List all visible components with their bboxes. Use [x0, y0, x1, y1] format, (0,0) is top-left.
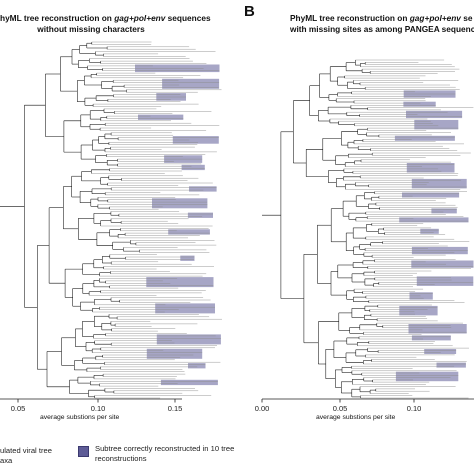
subtree-highlight — [180, 255, 195, 261]
subtree-highlight — [160, 379, 218, 386]
subtree-highlight — [155, 303, 215, 314]
subtree-highlight — [395, 371, 459, 382]
subtree-highlight — [408, 324, 467, 334]
subtree-highlight — [402, 192, 460, 198]
subtree-highlight — [187, 212, 213, 218]
subtree-highlight — [172, 136, 219, 144]
tick-label: 0.10 — [407, 404, 422, 413]
legend-item-subtree: Subtree correctly reconstructed in 10 tr… — [95, 444, 235, 463]
phylogenetic-tree-a — [0, 41, 222, 399]
subtree-highlight — [406, 163, 455, 173]
subtree-highlight — [188, 363, 206, 369]
panel-b-title: PhyML tree reconstruction on gag+pol+env… — [290, 13, 474, 34]
subtree-highlight — [181, 164, 205, 171]
x-axis-b: 0.00 0.05 0.10 — [255, 398, 474, 413]
tick-label: 0.05 — [11, 404, 26, 413]
axis-label-b: average substions per site — [316, 414, 396, 421]
subtree-highlight — [138, 114, 184, 120]
subtree-highlight — [414, 119, 459, 130]
axis-label-a: average substions per site — [40, 414, 120, 421]
subtree-highlight — [416, 276, 474, 286]
panel-a-title: hyML tree reconstruction on gag+pol+env … — [0, 13, 211, 34]
subtree-highlight — [403, 101, 436, 107]
subtree-highlight — [411, 335, 451, 341]
subtree-highlight — [156, 334, 221, 345]
legend-item-simulated-tree: ulated viral tree axa — [0, 446, 52, 465]
subtree-highlight — [146, 277, 214, 288]
tick-label: 0.05 — [333, 404, 348, 413]
tick-label: 0.00 — [255, 404, 270, 413]
x-axis-a: 0.05 0.10 0.15 — [0, 398, 183, 413]
phylogenetic-tree-b — [262, 59, 474, 399]
subtree-highlight — [409, 292, 433, 300]
panel-b-letter: B — [244, 3, 255, 20]
subtree-highlight — [162, 78, 220, 89]
subtree-highlight — [146, 348, 203, 359]
subtree-highlight — [424, 349, 457, 354]
subtree-highlight — [420, 228, 439, 234]
subtree-highlight — [431, 208, 457, 214]
subtree-highlight — [411, 178, 467, 189]
subtree-highlight — [406, 110, 463, 119]
subtree-highlight — [152, 198, 208, 209]
subtree-highlight — [399, 305, 438, 316]
subtree-highlight — [168, 229, 210, 235]
legend-swatch-subtree — [78, 446, 89, 457]
subtree-highlight — [436, 362, 466, 368]
tick-label: 0.10 — [91, 404, 106, 413]
subtree-highlight — [399, 217, 469, 223]
subtree-highlight — [189, 186, 217, 192]
subtree-highlight — [394, 135, 455, 141]
tick-label: 0.15 — [168, 404, 183, 413]
